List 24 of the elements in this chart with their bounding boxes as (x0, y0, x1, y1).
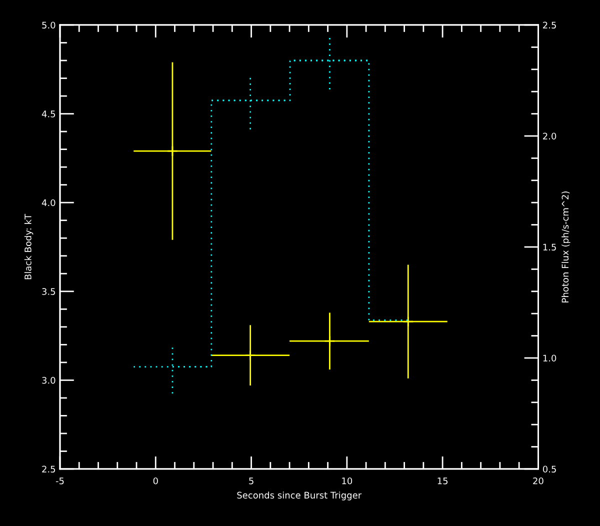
y2-tick-label: 2.0 (543, 132, 556, 140)
y2-axis-title: Photon Flux (ph/s-cm^2) (562, 191, 570, 302)
y-axis-title: Black Body: kT (24, 214, 34, 280)
y-tick-label: 5.0 (42, 22, 56, 29)
y-tick-label: 2.5 (42, 466, 56, 473)
y2-tick-label: 0.5 (542, 466, 556, 473)
y-tick-label: 4.5 (42, 110, 56, 118)
y2-tick-label: 2.5 (543, 22, 556, 29)
x-tick-label: 0 (153, 477, 158, 484)
point (324, 336, 336, 347)
point (166, 146, 178, 157)
x-tick-label: -5 (56, 478, 64, 484)
y-tick-label: 3.5 (42, 288, 56, 295)
x-axis-title: Seconds since Burst Trigger (237, 492, 362, 500)
y2-tick-label: 1.0 (543, 354, 556, 362)
point (402, 316, 414, 328)
x-tick-label: 15 (438, 478, 448, 484)
x-tick-label: 10 (342, 477, 352, 484)
x-tick-label: 5 (249, 478, 254, 484)
y2-tick-label: 1.5 (543, 244, 556, 251)
y-tick-label: 4.0 (42, 199, 56, 206)
x-tick-label: 20 (533, 477, 544, 484)
y-tick-label: 3.0 (42, 376, 56, 384)
point (244, 350, 256, 361)
